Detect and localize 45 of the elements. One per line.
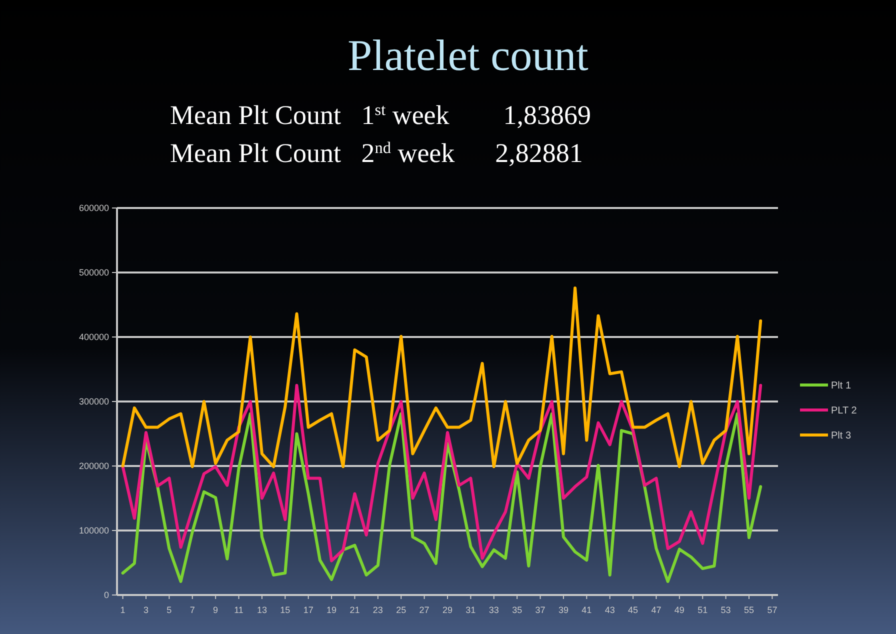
x-tick-label: 1	[120, 605, 126, 615]
x-tick-label: 39	[558, 605, 568, 615]
x-tick-label: 45	[628, 605, 638, 615]
y-tick-label: 100000	[78, 526, 109, 536]
x-tick-label: 47	[651, 605, 662, 615]
y-tick-label: 200000	[78, 461, 109, 472]
y-tick-label: 300000	[78, 396, 109, 407]
x-tick-label: 17	[303, 605, 314, 615]
chart-title: Platelet count	[348, 31, 588, 80]
x-tick-label: 7	[190, 605, 195, 615]
x-tick-label: 57	[767, 605, 778, 615]
x-tick-label: 5	[166, 605, 172, 615]
legend-label: Plt 1	[831, 380, 852, 392]
x-tick-label: 11	[234, 605, 244, 615]
x-tick-label: 33	[488, 605, 499, 615]
legend-label: Plt 3	[831, 430, 852, 442]
line-series	[121, 286, 762, 468]
text: Mean Plt Count 1$^{st}$ week 1,83869	[170, 100, 592, 130]
x-tick-label: 25	[396, 605, 406, 615]
x-tick-label: 13	[256, 605, 267, 615]
x-tick-label: 23	[372, 605, 383, 615]
x-tick-label: 49	[674, 605, 684, 615]
y-tick-label: 600000	[78, 203, 109, 214]
line-series	[121, 412, 762, 583]
y-tick-label: 500000	[78, 268, 109, 278]
x-tick-label: 53	[720, 605, 731, 615]
x-tick-label: 41	[582, 605, 592, 615]
legend-label: PLT 2	[831, 406, 858, 416]
x-tick-label: 9	[213, 605, 218, 615]
y-tick-label: 0	[104, 590, 109, 600]
text: Mean Plt Count 2$^{nd}$ week 2,82881	[170, 138, 583, 168]
x-tick-label: 51	[698, 605, 708, 615]
x-tick-label: 21	[350, 605, 360, 615]
x-tick-label: 15	[280, 605, 290, 615]
x-tick-label: 37	[535, 605, 546, 615]
x-tick-label: 31	[466, 605, 476, 615]
y-tick-label: 400000	[78, 332, 109, 342]
line-series	[121, 384, 762, 562]
x-tick-label: 43	[604, 605, 615, 615]
x-tick-label: 19	[326, 605, 337, 615]
x-tick-label: 35	[512, 605, 522, 615]
x-tick-label: 55	[744, 605, 754, 615]
x-tick-label: 27	[419, 605, 430, 615]
x-tick-label: 3	[143, 605, 148, 615]
x-tick-label: 29	[442, 605, 453, 615]
